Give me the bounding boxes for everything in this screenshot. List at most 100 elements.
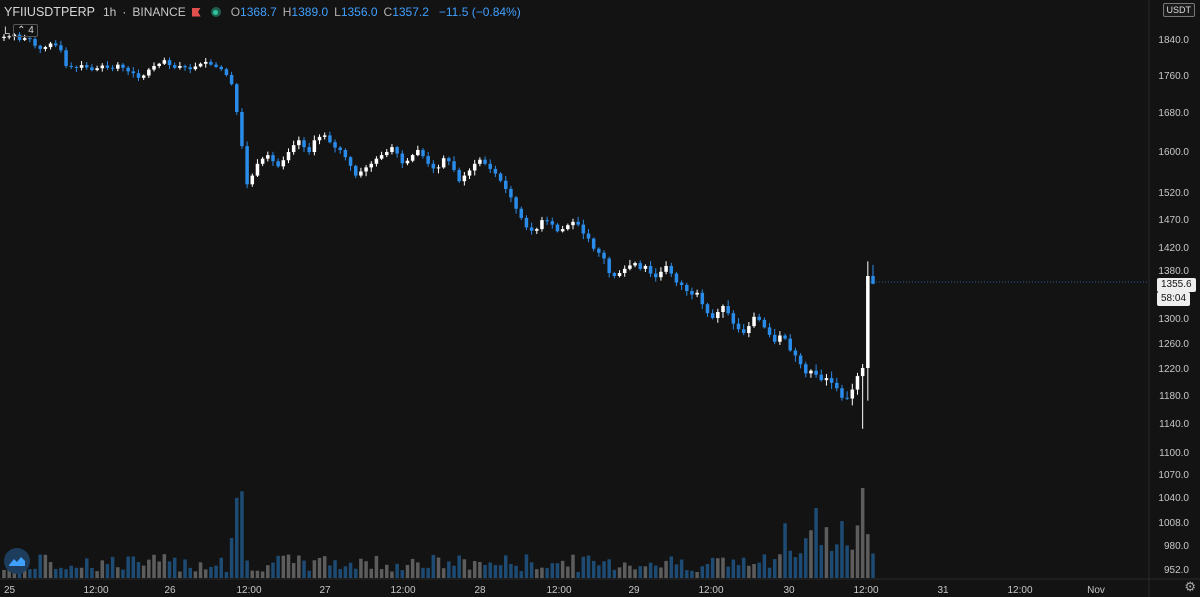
volume-bar bbox=[576, 571, 580, 578]
tradingview-logo-icon[interactable] bbox=[4, 548, 30, 574]
volume-bar bbox=[659, 567, 663, 578]
chevron-up-icon[interactable]: ⌃ 4 bbox=[13, 24, 38, 37]
gear-icon[interactable]: ⚙ bbox=[1184, 579, 1196, 594]
candle-body bbox=[829, 378, 834, 383]
candle-body bbox=[395, 147, 399, 154]
currency-badge[interactable]: USDT bbox=[1162, 3, 1195, 17]
candle-body bbox=[353, 165, 358, 176]
volume-bar bbox=[364, 561, 368, 578]
volume-bar bbox=[814, 508, 818, 578]
candle-body bbox=[322, 135, 327, 137]
indicator-label: L bbox=[4, 24, 11, 37]
candle-body bbox=[219, 66, 224, 70]
volume-bar bbox=[38, 554, 42, 578]
candle-body bbox=[472, 163, 477, 171]
volume-bar bbox=[503, 555, 508, 578]
candle-body bbox=[85, 65, 89, 68]
candle-body bbox=[183, 66, 187, 68]
volume-bar bbox=[390, 571, 394, 578]
candle-body bbox=[617, 273, 622, 276]
volume-bar bbox=[203, 569, 208, 578]
volume-bar bbox=[328, 565, 332, 578]
candle-body bbox=[276, 161, 280, 167]
candle-body bbox=[188, 67, 192, 70]
candle-body bbox=[545, 220, 549, 222]
candle-body bbox=[281, 160, 286, 167]
candle-body bbox=[772, 334, 777, 342]
candle-body bbox=[741, 329, 746, 333]
candle-body bbox=[250, 175, 255, 185]
candle-body bbox=[441, 158, 446, 168]
volume-bar bbox=[535, 569, 539, 578]
volume-bar bbox=[545, 568, 549, 578]
candle-body bbox=[12, 34, 17, 37]
candle-body bbox=[560, 229, 565, 232]
volume-bar bbox=[736, 565, 741, 578]
volume-bar bbox=[359, 558, 363, 578]
candle-body bbox=[467, 170, 472, 176]
candle-body bbox=[338, 147, 342, 151]
volume-bar bbox=[467, 569, 472, 578]
candle-body bbox=[69, 66, 74, 67]
candle-body bbox=[721, 306, 725, 312]
volume-bar bbox=[348, 562, 353, 578]
volume-bar bbox=[462, 559, 467, 578]
candle-body bbox=[540, 220, 544, 230]
candle-body bbox=[586, 233, 591, 239]
exchange-label: BINANCE bbox=[132, 5, 186, 19]
volume-bar bbox=[121, 569, 125, 578]
volume-bar bbox=[53, 568, 58, 578]
candle-body bbox=[638, 263, 642, 269]
candle-body bbox=[235, 84, 239, 112]
interval-label[interactable]: 1h bbox=[103, 5, 117, 19]
candle-body bbox=[167, 60, 172, 66]
volume-bar bbox=[48, 562, 53, 578]
candle-body bbox=[74, 66, 79, 68]
candle-body bbox=[757, 316, 761, 320]
candle-body bbox=[416, 150, 420, 156]
volume-bar bbox=[157, 561, 161, 578]
indicator-toggle[interactable]: L ⌃ 4 bbox=[4, 24, 38, 37]
candle-body bbox=[333, 142, 337, 148]
candle-body bbox=[317, 136, 322, 141]
low-label: L bbox=[334, 5, 341, 19]
volume-bar bbox=[591, 560, 596, 578]
volume-bar bbox=[405, 564, 410, 578]
symbol-name[interactable]: YFIIUSDTPERP bbox=[4, 5, 95, 19]
volume-bar bbox=[281, 555, 286, 578]
volume-bar bbox=[721, 557, 725, 578]
candle-body bbox=[597, 248, 601, 253]
volume-bar bbox=[571, 554, 575, 578]
time-axis[interactable]: 25 12:00 26 12:00 27 12:00 28 12:00 29 12:00 30 12:… bbox=[4, 585, 1105, 596]
volume-bar bbox=[369, 568, 374, 578]
volume-bar bbox=[597, 565, 601, 578]
candle-body bbox=[379, 155, 384, 159]
candle-body bbox=[653, 273, 658, 278]
candle-body bbox=[343, 150, 348, 158]
volume-bar bbox=[188, 567, 192, 578]
candle-body bbox=[426, 156, 430, 164]
candle-body bbox=[59, 45, 63, 51]
candle-body bbox=[493, 168, 498, 174]
volume-bar bbox=[209, 566, 213, 578]
volume-bar bbox=[457, 555, 461, 578]
volume-bar bbox=[767, 567, 772, 578]
candle-body bbox=[405, 160, 410, 164]
volume-bar bbox=[126, 556, 130, 578]
wave-icon bbox=[9, 557, 25, 566]
volume-bar bbox=[100, 560, 105, 578]
candle-body bbox=[860, 368, 865, 377]
open-value: 1368.7 bbox=[240, 5, 277, 19]
candle-body bbox=[840, 388, 844, 398]
volume-bar bbox=[297, 555, 301, 578]
candle-body bbox=[509, 188, 513, 198]
volume-bar bbox=[498, 565, 503, 578]
volume-bar bbox=[452, 565, 456, 578]
candle-body bbox=[612, 273, 617, 276]
flag-icon[interactable] bbox=[191, 7, 201, 17]
volume-bar bbox=[69, 565, 74, 578]
candle-body bbox=[136, 73, 141, 78]
volume-bar bbox=[705, 564, 710, 578]
symbol-header[interactable]: YFIIUSDTPERP 1h · BINANCE O 1368.7 H 138… bbox=[4, 3, 527, 21]
